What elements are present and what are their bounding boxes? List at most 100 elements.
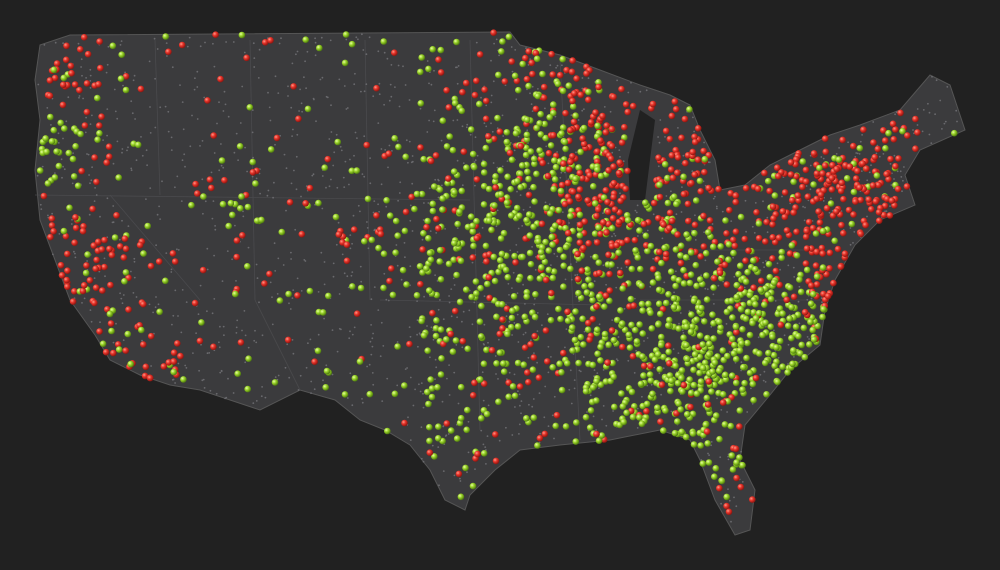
county-point [244,361,247,364]
green-marker [590,183,597,190]
green-marker [491,277,499,285]
red-marker [505,379,512,387]
county-point [773,329,775,332]
green-marker [771,362,778,370]
county-point [476,154,479,157]
county-point [88,174,90,176]
green-marker [482,242,490,250]
green-marker [597,343,604,351]
red-marker [165,48,172,56]
county-point [338,78,341,81]
county-point [581,77,584,79]
red-marker [48,215,56,222]
county-point [847,141,849,144]
green-marker [418,317,425,325]
green-marker [664,199,672,207]
red-marker [868,205,875,213]
county-point [545,145,548,148]
county-point [372,383,375,386]
green-marker [680,334,687,342]
red-marker [178,41,186,49]
county-point [335,133,338,136]
red-marker [671,98,679,105]
green-marker [245,355,252,363]
red-marker [570,118,578,126]
green-marker [556,246,564,254]
red-marker [165,359,173,366]
county-point [71,182,74,185]
green-marker [550,268,558,275]
green-marker [523,136,531,143]
green-marker [710,284,717,292]
county-point [407,161,409,164]
red-marker [83,108,91,116]
county-point [80,66,82,68]
county-point [338,293,341,295]
green-marker [632,326,639,334]
red-marker [233,253,240,261]
red-marker [609,215,617,222]
county-point [527,356,530,359]
red-marker [677,259,685,267]
county-point [461,184,464,187]
green-marker [637,380,645,388]
county-point [875,152,878,155]
county-point [838,147,840,149]
county-point [220,143,222,145]
red-marker [99,287,106,294]
red-marker [830,279,837,287]
green-marker [589,296,596,304]
county-point [212,42,214,45]
county-point [292,128,294,131]
county-point [442,318,445,321]
county-point [565,328,568,330]
county-point [368,363,371,366]
county-point [167,130,170,133]
green-marker [480,450,488,457]
green-marker [673,200,680,208]
county-point [939,99,942,102]
county-point [574,274,577,276]
county-point [77,42,80,45]
county-point [370,353,373,356]
green-marker [109,42,117,50]
green-marker [559,87,567,95]
county-point [353,154,355,157]
county-point [122,84,124,87]
county-point [456,316,458,319]
county-point [570,114,573,116]
county-point [783,334,786,337]
green-marker [749,319,756,327]
red-marker [816,219,824,226]
red-marker [674,154,682,161]
green-marker [348,167,356,175]
state-border [469,39,481,431]
county-point [204,41,206,44]
green-marker [582,414,590,421]
green-marker [495,71,502,79]
county-point [343,272,346,275]
county-point [658,141,661,144]
markers [36,29,958,516]
county-point [252,156,255,159]
county-point [222,325,225,328]
red-marker [586,336,593,344]
red-marker [715,185,722,193]
county-point [410,161,413,164]
red-marker [589,315,597,323]
green-marker [267,146,275,153]
green-marker [47,113,54,121]
green-marker [549,364,556,371]
county-point [474,468,476,470]
green-marker [789,360,796,368]
county-point [269,119,272,122]
county-point [536,361,538,364]
green-marker [796,276,803,283]
red-marker [385,150,393,157]
county-point [348,337,351,340]
county-point [283,153,286,156]
county-point [704,259,707,262]
red-marker [525,378,532,386]
county-point [398,105,401,108]
county-point [787,343,790,346]
